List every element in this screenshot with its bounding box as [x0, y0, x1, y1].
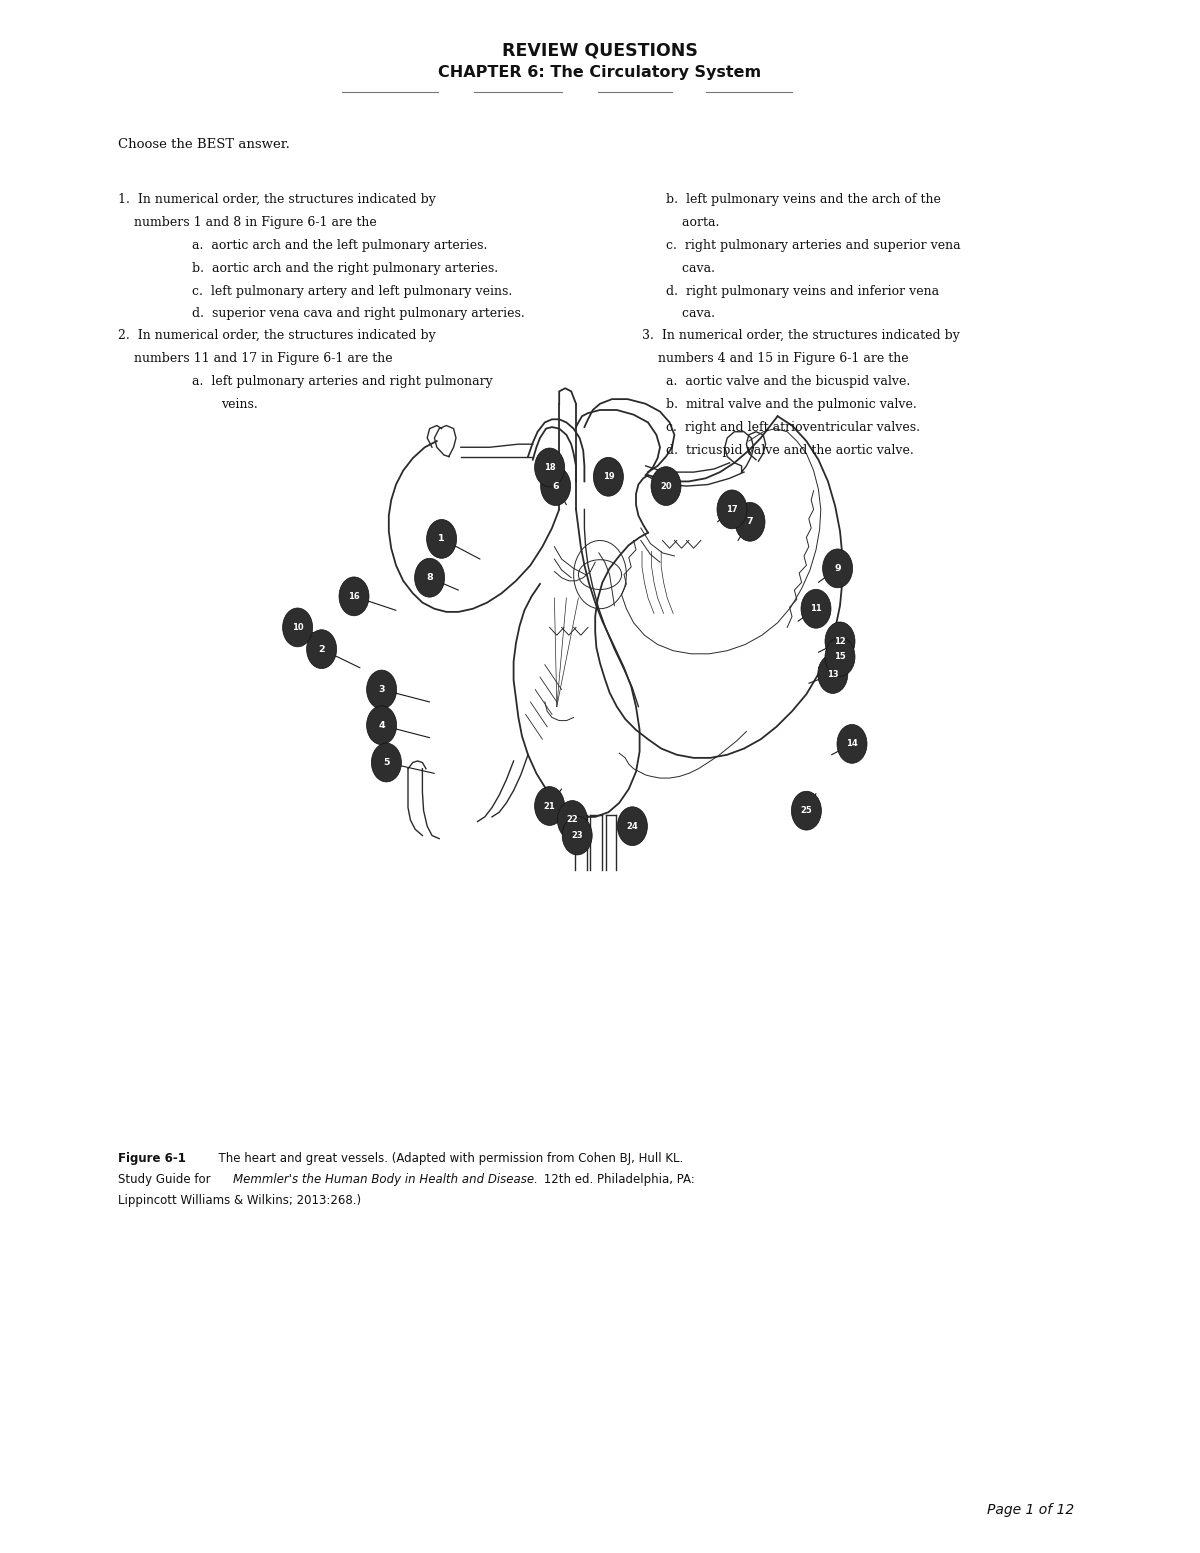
Text: REVIEW QUESTIONS: REVIEW QUESTIONS: [502, 42, 698, 61]
Text: numbers 4 and 15 in Figure 6-1 are the: numbers 4 and 15 in Figure 6-1 are the: [642, 353, 908, 365]
Circle shape: [367, 669, 396, 708]
Text: 24: 24: [626, 822, 638, 831]
Text: 5: 5: [383, 758, 390, 767]
Text: The heart and great vessels. (Adapted with permission from Cohen BJ, Hull KL.: The heart and great vessels. (Adapted wi…: [211, 1152, 684, 1165]
Circle shape: [427, 519, 456, 559]
Circle shape: [792, 792, 822, 831]
Circle shape: [652, 466, 682, 505]
Text: c.  right pulmonary arteries and superior vena: c. right pulmonary arteries and superior…: [666, 239, 961, 252]
Text: 23: 23: [571, 831, 583, 840]
Text: Lippincott Williams & Wilkins; 2013:268.): Lippincott Williams & Wilkins; 2013:268.…: [118, 1194, 361, 1207]
Circle shape: [823, 550, 852, 589]
Circle shape: [734, 503, 766, 542]
Text: 16: 16: [348, 592, 360, 601]
Text: Figure 6-1: Figure 6-1: [118, 1152, 186, 1165]
Text: 1.  In numerical order, the structures indicated by: 1. In numerical order, the structures in…: [118, 193, 436, 205]
Text: 25: 25: [800, 806, 812, 815]
Text: a.  aortic valve and the bicuspid valve.: a. aortic valve and the bicuspid valve.: [666, 376, 911, 388]
Text: 17: 17: [726, 505, 738, 514]
Text: 19: 19: [602, 472, 614, 481]
Text: cava.: cava.: [666, 261, 715, 275]
Circle shape: [718, 491, 746, 528]
Circle shape: [535, 787, 565, 826]
Text: Page 1 of 12: Page 1 of 12: [986, 1503, 1074, 1517]
Text: 14: 14: [846, 739, 858, 749]
Text: b.  aortic arch and the right pulmonary arteries.: b. aortic arch and the right pulmonary a…: [192, 261, 498, 275]
Circle shape: [838, 724, 866, 763]
Circle shape: [307, 631, 336, 669]
Text: 12th ed. Philadelphia, PA:: 12th ed. Philadelphia, PA:: [540, 1173, 695, 1186]
Circle shape: [826, 621, 854, 662]
Text: 12: 12: [834, 637, 846, 646]
Text: CHAPTER 6: The Circulatory System: CHAPTER 6: The Circulatory System: [438, 65, 762, 81]
Circle shape: [541, 466, 571, 505]
Text: 11: 11: [810, 604, 822, 613]
Circle shape: [818, 655, 847, 694]
Circle shape: [618, 808, 648, 845]
Text: 13: 13: [827, 669, 839, 679]
Text: d.  superior vena cava and right pulmonary arteries.: d. superior vena cava and right pulmonar…: [192, 307, 524, 320]
Text: d.  tricuspid valve and the aortic valve.: d. tricuspid valve and the aortic valve.: [666, 444, 913, 457]
Text: 2: 2: [318, 644, 325, 654]
Text: aorta.: aorta.: [666, 216, 719, 228]
Text: Choose the BEST answer.: Choose the BEST answer.: [118, 138, 289, 151]
Circle shape: [535, 449, 565, 486]
Text: 7: 7: [746, 517, 754, 526]
Text: 1: 1: [438, 534, 445, 544]
Text: 8: 8: [426, 573, 433, 582]
Circle shape: [802, 589, 832, 629]
Circle shape: [367, 705, 396, 745]
Text: c.  right and left atrioventricular valves.: c. right and left atrioventricular valve…: [666, 421, 920, 435]
Text: 3.  In numerical order, the structures indicated by: 3. In numerical order, the structures in…: [642, 329, 960, 342]
Text: 22: 22: [566, 815, 578, 825]
Text: cava.: cava.: [666, 307, 715, 320]
Circle shape: [593, 458, 624, 497]
Text: a.  aortic arch and the left pulmonary arteries.: a. aortic arch and the left pulmonary ar…: [192, 239, 487, 252]
Text: 21: 21: [544, 801, 556, 811]
Circle shape: [340, 576, 370, 617]
Text: 15: 15: [834, 652, 846, 662]
Circle shape: [283, 607, 312, 648]
Circle shape: [372, 744, 402, 783]
Text: 4: 4: [378, 721, 385, 730]
Text: numbers 11 and 17 in Figure 6-1 are the: numbers 11 and 17 in Figure 6-1 are the: [118, 353, 392, 365]
Text: a.  left pulmonary arteries and right pulmonary: a. left pulmonary arteries and right pul…: [192, 376, 493, 388]
Text: veins.: veins.: [221, 398, 258, 412]
Text: 2.  In numerical order, the structures indicated by: 2. In numerical order, the structures in…: [118, 329, 436, 342]
Circle shape: [562, 817, 593, 854]
Circle shape: [415, 559, 444, 598]
Text: Memmler's the Human Body in Health and Disease.: Memmler's the Human Body in Health and D…: [233, 1173, 538, 1186]
Text: 3: 3: [378, 685, 385, 694]
Text: c.  left pulmonary artery and left pulmonary veins.: c. left pulmonary artery and left pulmon…: [192, 284, 512, 298]
Text: 6: 6: [552, 481, 559, 491]
Text: b.  left pulmonary veins and the arch of the: b. left pulmonary veins and the arch of …: [666, 193, 941, 205]
Text: Study Guide for: Study Guide for: [118, 1173, 214, 1186]
Circle shape: [557, 801, 588, 839]
Circle shape: [826, 637, 854, 677]
Text: numbers 1 and 8 in Figure 6-1 are the: numbers 1 and 8 in Figure 6-1 are the: [118, 216, 377, 228]
Text: b.  mitral valve and the pulmonic valve.: b. mitral valve and the pulmonic valve.: [666, 398, 917, 412]
Text: 10: 10: [292, 623, 304, 632]
Text: 20: 20: [660, 481, 672, 491]
Text: 18: 18: [544, 463, 556, 472]
Text: 9: 9: [834, 564, 841, 573]
Text: d.  right pulmonary veins and inferior vena: d. right pulmonary veins and inferior ve…: [666, 284, 940, 298]
